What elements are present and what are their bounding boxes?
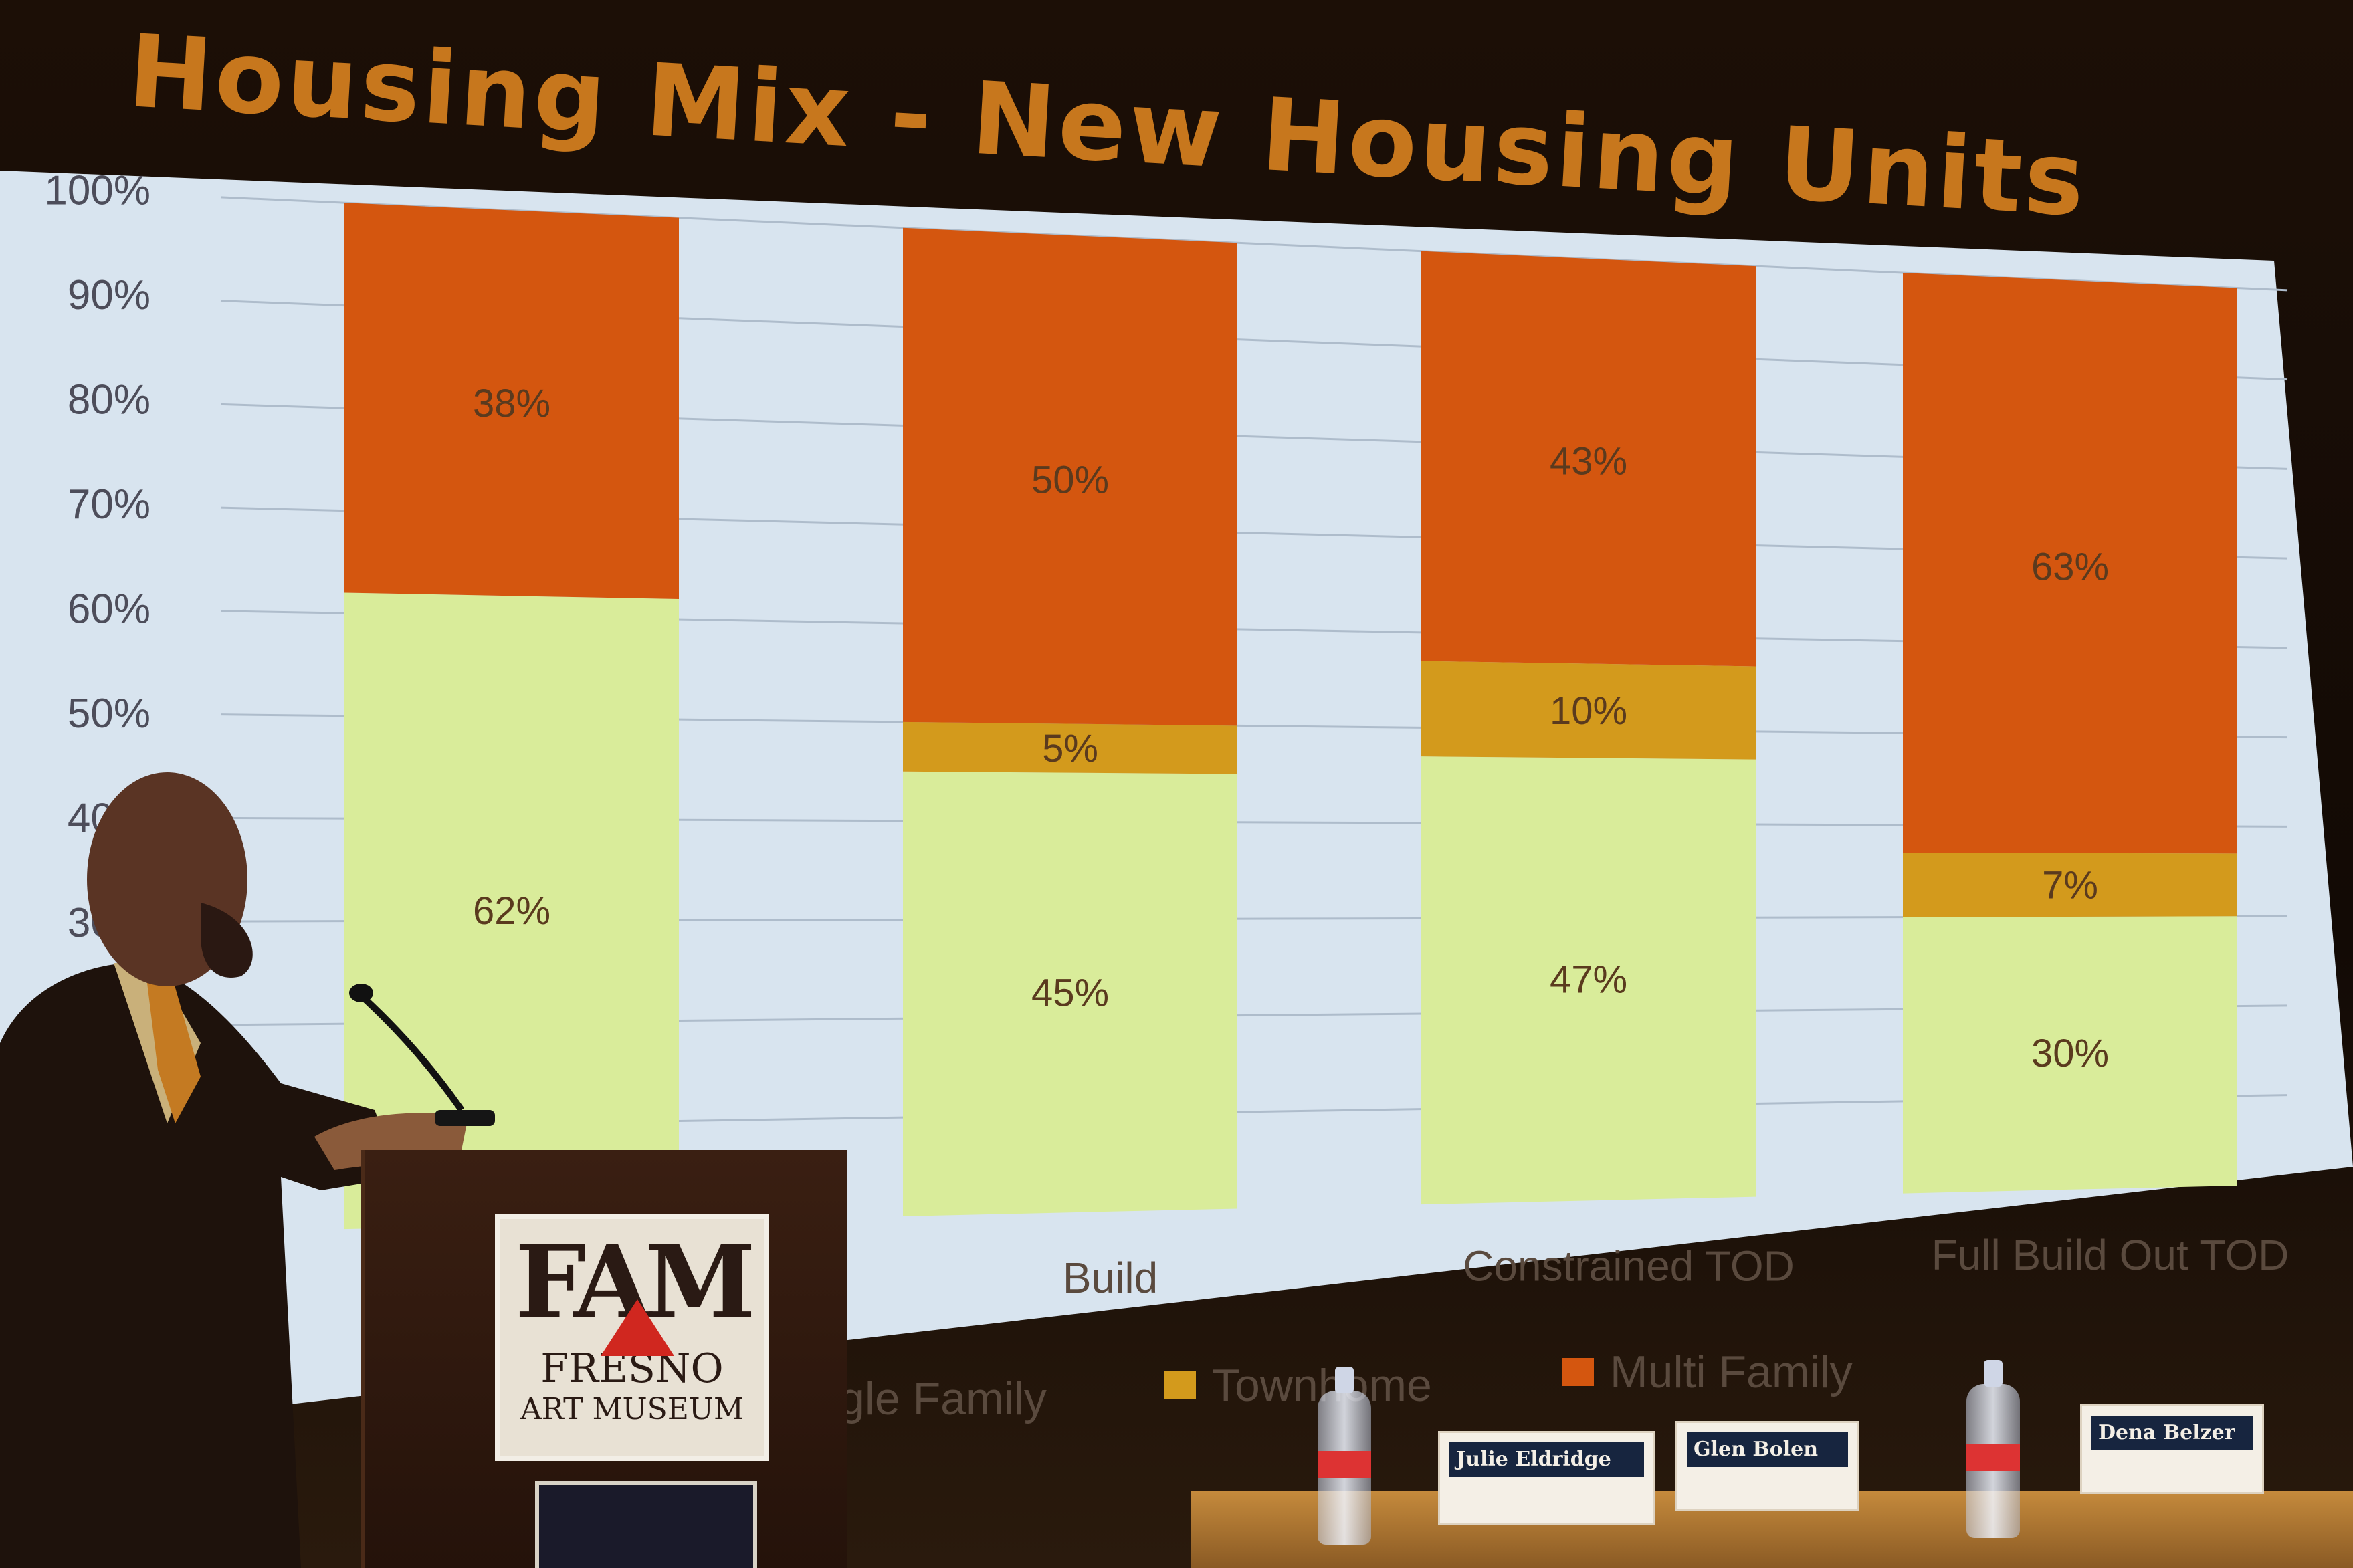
logo-line-2: ART MUSEUM (520, 1392, 744, 1426)
x-category-label: Constrained TOD (1463, 1242, 1795, 1290)
water-bottle (1318, 1367, 1371, 1545)
data-label: 30% (2031, 1032, 2109, 1075)
microphone (352, 987, 465, 1112)
bar-segment-multi-family (1903, 273, 2237, 854)
bar-segment-townhome (1903, 853, 2237, 917)
data-label: 62% (473, 889, 550, 933)
bar-segment-multi-family (344, 203, 679, 600)
presentation-clicker (435, 1110, 495, 1126)
podium-picture (535, 1481, 757, 1568)
data-label: 50% (1031, 458, 1109, 501)
bar-segment-single-family (1903, 916, 2237, 1194)
presenter-body (0, 963, 401, 1568)
bar-segment-single-family (903, 771, 1237, 1216)
legend-label: gle Family (839, 1373, 1047, 1424)
data-label: 45% (1031, 971, 1109, 1014)
nameplate-name: Dena Belzer (2091, 1416, 2253, 1450)
x-category-label: Full Build Out TOD (1932, 1231, 2289, 1279)
nameplate: Julie Eldridge (1438, 1431, 1655, 1525)
data-label: 38% (473, 382, 550, 425)
x-axis-category-labels: Build Constrained TOD Full Build Out TOD (1063, 1231, 2289, 1302)
bar-segment-multi-family (1421, 251, 1756, 667)
y-tick-label: 60% (68, 586, 150, 632)
microphone-head (349, 984, 373, 1002)
nameplate-name: Glen Bolen (1687, 1432, 1848, 1467)
presenter-beard (201, 903, 253, 978)
legend-swatch (1164, 1371, 1196, 1399)
data-label: 47% (1550, 958, 1627, 1001)
logo-triangle (601, 1299, 674, 1356)
nameplate: Glen Bolen (1675, 1421, 1859, 1511)
legend-swatch (1562, 1358, 1594, 1386)
nameplate: Dena Belzer (2080, 1404, 2264, 1494)
y-tick-label: 90% (68, 272, 150, 318)
y-tick-label: 100% (44, 168, 150, 214)
bar-segment-townhome (903, 721, 1237, 774)
data-label: 5% (1042, 727, 1098, 770)
chart-legend: gle Family Townhome Multi Family (839, 1347, 1853, 1424)
y-tick-label: 80% (68, 377, 150, 423)
bar-segment-single-family (1421, 756, 1756, 1205)
y-tick-label: 50% (68, 691, 150, 737)
data-label: 63% (2031, 546, 2109, 589)
water-bottle (1966, 1360, 2020, 1538)
x-category-label: Build (1063, 1254, 1158, 1302)
data-label: 10% (1550, 689, 1627, 733)
legend-label: Multi Family (1610, 1347, 1853, 1397)
fresno-art-museum-logo: FAM FRESNO ART MUSEUM (495, 1214, 769, 1461)
presenter-figure (0, 772, 495, 1568)
bar-segment-townhome (1421, 661, 1756, 760)
y-tick-label: 70% (68, 481, 150, 528)
bar-segment-multi-family (903, 227, 1237, 726)
data-label: 43% (1550, 440, 1627, 483)
nameplate-name: Julie Eldridge (1449, 1442, 1644, 1477)
data-label: 7% (2042, 863, 2098, 907)
presenter-tie (147, 983, 201, 1123)
